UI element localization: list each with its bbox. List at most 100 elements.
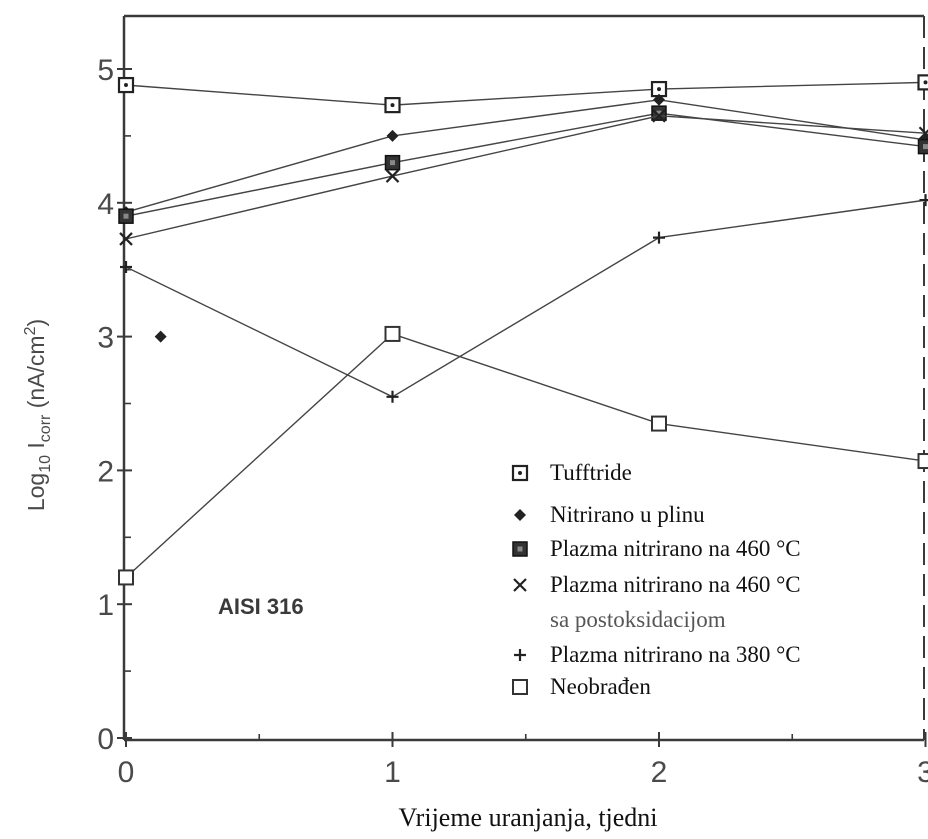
- x-axis-label: Vrijeme uranjanja, tjedni: [398, 803, 657, 832]
- legend: Tufftride Nitrirano u plinu Plazma nitrira…: [511, 460, 801, 699]
- legend-item: Plazma nitrirano na 380 °C: [514, 642, 801, 667]
- series-line: [125, 112, 926, 217]
- marker-x: [918, 126, 928, 141]
- marker-filled-square-core: [123, 213, 129, 219]
- legend-label: Plazma nitrirano na 460 °C: [550, 572, 801, 597]
- marker-x: [513, 578, 527, 592]
- axis-ticks: 0 1 2 3 4 5 0 1 2 3: [97, 54, 928, 789]
- legend-symbol: [514, 509, 526, 521]
- legend-symbol: [512, 679, 528, 695]
- y-axis-label-prefix: Log: [23, 473, 49, 511]
- series-line: [125, 81, 926, 106]
- data-point: [651, 415, 667, 432]
- series-3: [119, 109, 928, 246]
- legend-symbol: [512, 541, 528, 557]
- marker-plus: [386, 390, 399, 403]
- series-2: [118, 105, 928, 224]
- marker-filled-square-core: [517, 546, 523, 552]
- series-layer: [117, 74, 928, 586]
- data-point: [118, 208, 134, 224]
- x-tick-label: 2: [651, 756, 668, 789]
- y-axis-label-sup: 2: [22, 326, 39, 335]
- legend-label-line2: sa postoksidacijom: [550, 607, 726, 632]
- legend-label: Tufftride: [550, 460, 632, 485]
- legend-item: Tufftride: [511, 460, 632, 485]
- marker-open-square: [118, 569, 134, 586]
- marker-x: [385, 169, 400, 183]
- legend-item: Nitrirano u plinu: [514, 502, 705, 527]
- data-point: [118, 569, 134, 586]
- data-point: [120, 261, 132, 274]
- data-point: [384, 97, 401, 114]
- marker-open-square: [384, 325, 401, 342]
- legend-label: Plazma nitrirano na 380 °C: [550, 642, 801, 667]
- legend-label: Neobrađen: [550, 674, 651, 699]
- marker-plus: [120, 261, 132, 274]
- chart-annotation: AISI 316: [218, 594, 304, 619]
- data-point: [651, 105, 667, 121]
- y-axis-label-unit: (nA/cm: [23, 335, 49, 414]
- marker-plus: [514, 649, 526, 661]
- marker-dot: [923, 80, 928, 85]
- y-tick-label: 3: [97, 322, 114, 355]
- marker-dot: [390, 103, 395, 108]
- y-axis-label-mid: I: [23, 442, 49, 455]
- data-point: [386, 129, 399, 142]
- series-1: [120, 93, 928, 219]
- marker-plus: [653, 231, 665, 244]
- marker-filled-square-core: [390, 160, 395, 166]
- data-point: [652, 109, 666, 123]
- marker-dot: [124, 83, 128, 88]
- series-line: [125, 115, 926, 240]
- y-tick-label: 5: [97, 54, 114, 87]
- marker-diamond: [653, 93, 665, 106]
- y-tick-label: 0: [97, 723, 114, 756]
- y-tick-label: 2: [97, 455, 114, 488]
- marker-dot: [518, 471, 522, 475]
- stray-mark: [154, 330, 167, 343]
- marker-filled-square-core: [656, 110, 662, 116]
- y-tick-label: 4: [97, 188, 114, 221]
- data-point: [119, 232, 133, 246]
- data-point: [117, 76, 135, 94]
- y-axis-label-end: ): [23, 319, 49, 327]
- series-4: [120, 194, 928, 403]
- x-tick-label: 3: [917, 756, 928, 789]
- legend-item: Plazma nitrirano na 460 °C: [512, 536, 801, 561]
- marker-square-dot: [917, 74, 928, 91]
- y-axis-label-sub2: corr: [37, 414, 54, 442]
- legend-symbol: [514, 649, 526, 661]
- legend-item: Neobrađen: [512, 674, 651, 699]
- data-point: [385, 169, 400, 183]
- data-point: [653, 231, 665, 244]
- legend-symbol: [513, 578, 527, 592]
- marker-open-square: [917, 453, 928, 470]
- marker-x: [652, 109, 666, 123]
- marker-open-square: [512, 679, 528, 695]
- data-point: [919, 194, 928, 207]
- data-point: [384, 154, 401, 171]
- data-point: [918, 126, 928, 141]
- marker-diamond: [386, 129, 399, 142]
- series-line: [125, 199, 926, 398]
- data-point: [384, 325, 401, 342]
- legend-symbol: [511, 464, 529, 482]
- y-tick-label: 1: [97, 589, 114, 622]
- data-point: [386, 390, 399, 403]
- y-axis-label-sub1: 10: [37, 455, 54, 473]
- marker-diamond: [514, 509, 526, 521]
- legend-item: Plazma nitrirano na 460 °C sa postoksidac…: [513, 572, 801, 632]
- data-point: [653, 93, 665, 106]
- data-point: [917, 74, 928, 91]
- y-axis-label: Log10 Icorr (nA/cm2): [22, 319, 54, 511]
- marker-x: [119, 232, 133, 246]
- legend-label: Plazma nitrirano na 460 °C: [550, 536, 801, 561]
- marker-filled-square-core: [923, 144, 928, 150]
- series-0: [117, 74, 928, 114]
- marker-diamond: [154, 330, 167, 343]
- legend-label: Nitrirano u plinu: [550, 502, 705, 527]
- series-line: [125, 333, 926, 578]
- x-tick-label: 0: [118, 756, 135, 789]
- marker-dot: [657, 87, 661, 92]
